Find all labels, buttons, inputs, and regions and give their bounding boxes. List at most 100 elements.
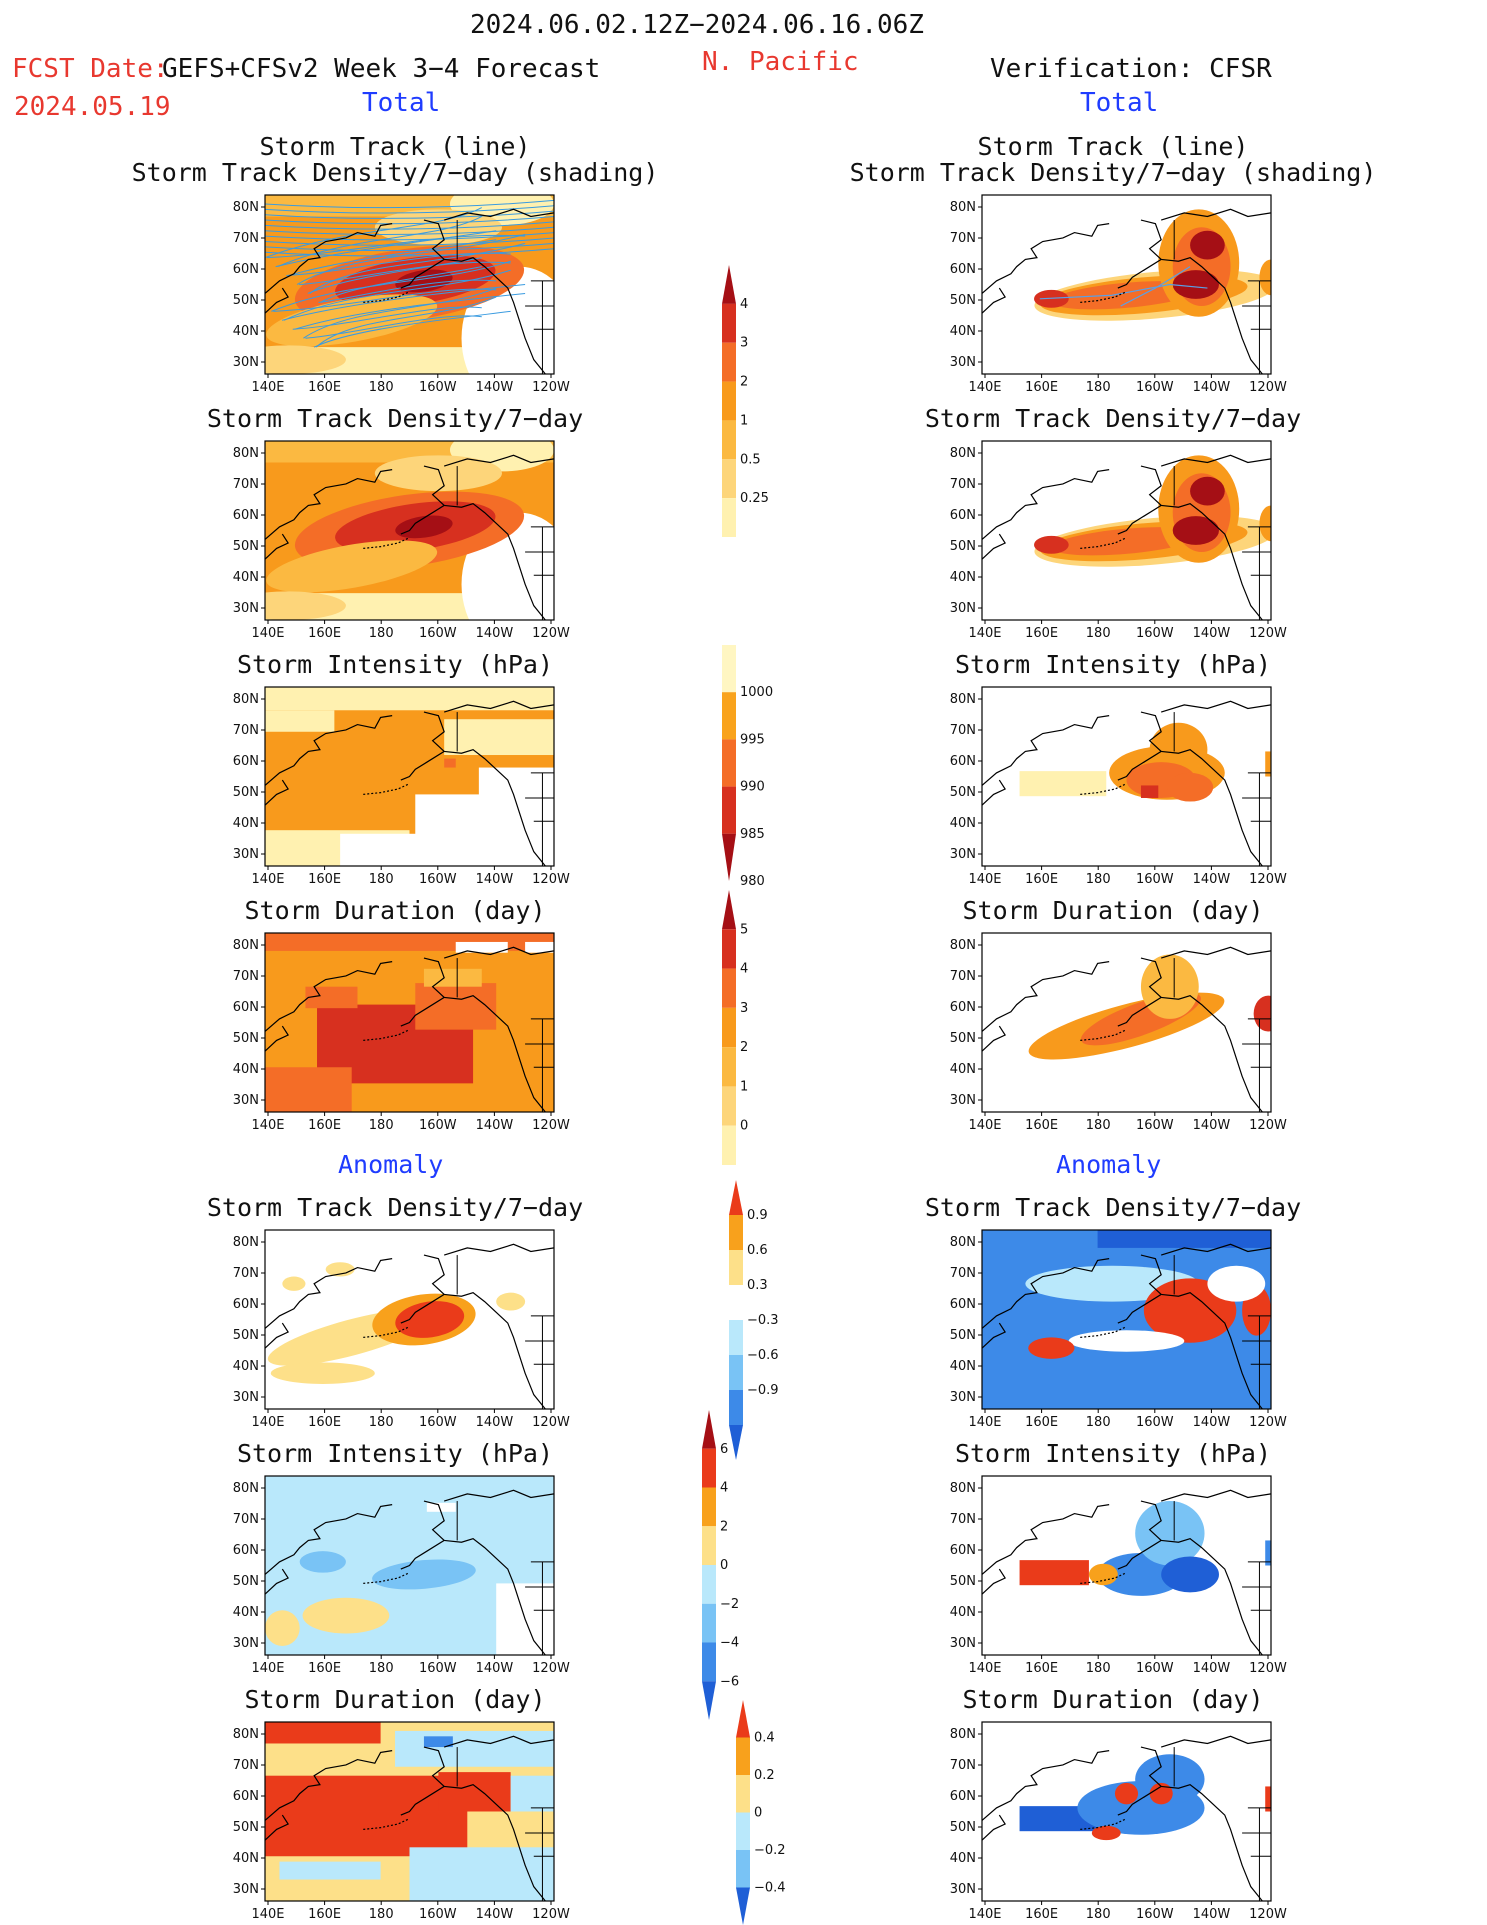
lon-label: 180 bbox=[1086, 1415, 1111, 1430]
lon-label: 160W bbox=[1136, 872, 1174, 887]
colorbar-label: 0 bbox=[740, 1119, 748, 1134]
title-intensity-right: Storm Intensity (hPa) bbox=[954, 650, 1272, 679]
lat-label: 50N bbox=[950, 1574, 976, 1589]
colorbar-label: 0.6 bbox=[747, 1243, 768, 1258]
lon-label: 140W bbox=[1193, 1661, 1231, 1676]
lat-label: 50N bbox=[950, 785, 976, 800]
title-intensity-left: Storm Intensity (hPa) bbox=[236, 650, 554, 679]
lat-label: 40N bbox=[950, 1062, 976, 1077]
lat-label: 70N bbox=[233, 1758, 259, 1773]
lat-label: 70N bbox=[233, 969, 259, 984]
lat-label: 30N bbox=[233, 355, 259, 370]
lon-label: 160W bbox=[419, 1118, 457, 1133]
lat-label: 60N bbox=[233, 262, 259, 277]
lon-label: 160E bbox=[1025, 1907, 1058, 1922]
lat-label: 50N bbox=[950, 1328, 976, 1343]
colorbar-label: 3 bbox=[740, 336, 748, 351]
map-duration-verification: 80N 70N 60N 50N 40N 30N 140E 160E 180 160W 140W 120… bbox=[950, 932, 1287, 1133]
lat-label: 60N bbox=[233, 1000, 259, 1015]
map-density-anom-forecast: 80N 70N 60N 50N 40N 30N 140E 160E 180 160W 140W 120… bbox=[233, 1229, 570, 1430]
lat-label: 50N bbox=[233, 785, 259, 800]
lat-label: 70N bbox=[233, 723, 259, 738]
colorbar-density-anom: 0.9 0.6 0.3 −0.3 −0.6 −0.9 bbox=[729, 1180, 779, 1460]
lat-label: 70N bbox=[233, 231, 259, 246]
lon-label: 160E bbox=[308, 872, 341, 887]
lon-label: 120W bbox=[532, 1415, 570, 1430]
lat-label: 70N bbox=[950, 477, 976, 492]
lon-label: 160E bbox=[308, 1661, 341, 1676]
lon-label: 120W bbox=[1249, 1118, 1287, 1133]
title-duration-left: Storm Duration (day) bbox=[244, 896, 546, 925]
colorbar-label: −4 bbox=[720, 1636, 739, 1651]
colorbar-label: 1 bbox=[740, 1079, 748, 1094]
lon-label: 180 bbox=[1086, 1661, 1111, 1676]
colorbar-label: 4 bbox=[720, 1481, 728, 1496]
lon-label: 160W bbox=[1136, 1661, 1174, 1676]
lat-label: 30N bbox=[233, 601, 259, 616]
lat-label: 60N bbox=[950, 262, 976, 277]
lat-label: 60N bbox=[233, 754, 259, 769]
colorbar-label: 5 bbox=[740, 922, 748, 937]
colorbar-label: −0.4 bbox=[754, 1881, 786, 1896]
lat-label: 70N bbox=[950, 723, 976, 738]
lon-label: 160E bbox=[308, 1907, 341, 1922]
colorbar-duration-anom: 0.4 0.2 0 −0.2 −0.4 bbox=[736, 1700, 786, 1925]
lat-label: 60N bbox=[950, 1789, 976, 1804]
colorbar-label: −0.2 bbox=[754, 1843, 786, 1858]
date-range: 2024.06.02.12Z−2024.06.16.06Z bbox=[470, 10, 924, 40]
lat-label: 80N bbox=[233, 692, 259, 707]
lat-label: 80N bbox=[233, 1481, 259, 1496]
lat-label: 80N bbox=[950, 200, 976, 215]
map-duration-anom-forecast: 80N 70N 60N 50N 40N 30N 140E 160E 180 160W 140W 120… bbox=[233, 1721, 570, 1922]
lat-label: 40N bbox=[233, 1851, 259, 1866]
lon-label: 160E bbox=[308, 1415, 341, 1430]
colorbar-label: −0.3 bbox=[747, 1313, 779, 1328]
lon-label: 160W bbox=[419, 872, 457, 887]
lon-label: 120W bbox=[1249, 626, 1287, 641]
colorbar-label: −2 bbox=[720, 1597, 739, 1612]
title-intensity-anom-left: Storm Intensity (hPa) bbox=[236, 1439, 554, 1468]
lat-label: 40N bbox=[233, 570, 259, 585]
lat-label: 60N bbox=[950, 1000, 976, 1015]
lat-label: 40N bbox=[233, 1062, 259, 1077]
lat-label: 60N bbox=[233, 1297, 259, 1312]
lat-label: 50N bbox=[950, 539, 976, 554]
lon-label: 140W bbox=[1193, 872, 1231, 887]
lat-label: 80N bbox=[950, 1481, 976, 1496]
title-density-anom-left: Storm Track Density/7−day bbox=[206, 1193, 584, 1222]
map-density-forecast: 80N 70N 60N 50N 40N 30N 140E 160E 180 160W 140W 120… bbox=[233, 440, 570, 641]
lon-label: 160E bbox=[1025, 626, 1058, 641]
title-density-right: Storm Track Density/7−day bbox=[924, 404, 1302, 433]
lon-label: 140W bbox=[476, 1661, 514, 1676]
colorbar-label: 980 bbox=[740, 874, 765, 889]
lat-label: 40N bbox=[950, 1359, 976, 1374]
lat-label: 60N bbox=[233, 1543, 259, 1558]
lat-label: 70N bbox=[950, 1758, 976, 1773]
map-intensity-verification: 80N 70N 60N 50N 40N 30N 140E 160E 180 160W 140W 120… bbox=[950, 686, 1287, 887]
lat-label: 40N bbox=[950, 324, 976, 339]
lon-label: 140W bbox=[476, 380, 514, 395]
lat-label: 80N bbox=[950, 446, 976, 461]
title-track-shading-left: Storm Track Density/7−day (shading) bbox=[131, 158, 659, 187]
map-storm-track-verification: 80N 70N 60N 50N 40N 30N 140E 160E 180 160W 140W 120… bbox=[950, 194, 1287, 395]
lat-label: 30N bbox=[233, 1093, 259, 1108]
lat-label: 40N bbox=[233, 1605, 259, 1620]
title-track-line-left: Storm Track (line) bbox=[259, 132, 531, 161]
colorbar-label: 2 bbox=[740, 375, 748, 390]
lat-label: 70N bbox=[233, 1266, 259, 1281]
title-duration-anom-left: Storm Duration (day) bbox=[244, 1685, 546, 1714]
lat-label: 30N bbox=[233, 847, 259, 862]
colorbar-label: 995 bbox=[740, 732, 765, 747]
lon-label: 180 bbox=[1086, 380, 1111, 395]
map-intensity-anom-forecast: 80N 70N 60N 50N 40N 30N 140E 160E 180 160W 140W 120… bbox=[233, 1475, 570, 1676]
lat-label: 50N bbox=[233, 1328, 259, 1343]
lon-label: 140W bbox=[476, 1415, 514, 1430]
colorbar-label: −0.9 bbox=[747, 1383, 779, 1398]
colorbar-label: 0 bbox=[720, 1558, 728, 1573]
lat-label: 50N bbox=[233, 539, 259, 554]
lon-label: 180 bbox=[369, 380, 394, 395]
colorbar-label: 0.2 bbox=[754, 1768, 775, 1783]
lat-label: 30N bbox=[950, 1093, 976, 1108]
